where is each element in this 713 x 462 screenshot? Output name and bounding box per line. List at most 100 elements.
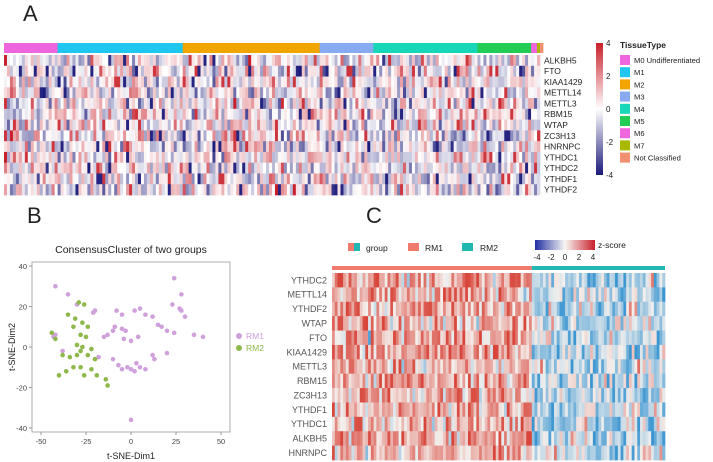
heatmap-cell: [495, 301, 499, 317]
heatmap-cell: [634, 445, 638, 461]
heatmap-cell: [465, 273, 469, 288]
heatmap-cell: [135, 119, 139, 131]
heatmap-cell: [346, 130, 350, 142]
heatmap-cell: [155, 65, 160, 77]
heatmap-cell: [188, 130, 192, 142]
zscore-tick-label: -4: [533, 253, 541, 262]
heatmap-cell: [203, 130, 207, 142]
heatmap-cell: [573, 402, 577, 418]
heatmap-cell: [509, 445, 513, 461]
heatmap-cell: [351, 431, 355, 446]
heatmap-cell: [126, 162, 130, 174]
heatmap-cell: [454, 301, 458, 317]
heatmap-cell: [322, 119, 326, 131]
heatmap-cell: [445, 301, 449, 317]
heatmap-cell: [354, 416, 358, 432]
heatmap-cell: [161, 55, 166, 67]
heatmap-cell: [473, 373, 477, 389]
heatmap-cell: [467, 416, 472, 432]
heatmap-cell: [319, 65, 323, 77]
heatmap-cell: [194, 151, 198, 164]
heatmap-cell: [245, 173, 249, 185]
heatmap-cell: [520, 445, 524, 461]
heatmap-cell: [182, 173, 186, 185]
heatmap-cell: [540, 273, 544, 288]
heatmap-cell: [411, 184, 416, 196]
panel-letter-b: B: [27, 203, 42, 228]
heatmap-cell: [359, 359, 363, 375]
heatmap-cell: [465, 151, 469, 164]
heatmap-cell: [438, 55, 443, 67]
heatmap-cell: [648, 445, 652, 461]
heatmap-cell: [292, 108, 297, 120]
heatmap-cell: [364, 151, 368, 164]
heatmap-cell: [501, 119, 505, 131]
legend-label-5: M5: [634, 117, 645, 126]
x-tick-label: -25: [81, 437, 92, 446]
heatmap-cell: [531, 87, 535, 99]
heatmap-cell: [9, 184, 14, 196]
heatmap-cell: [331, 130, 335, 142]
heatmap-cell: [138, 141, 142, 153]
heatmap-cell: [467, 301, 472, 317]
heatmap-cell: [465, 119, 469, 131]
heatmap-cell: [489, 119, 493, 131]
legend-label-0: M0 Undifferentiated: [634, 56, 700, 65]
heatmap-cell: [578, 445, 583, 461]
heatmap-cell: [501, 55, 505, 67]
heatmap-cell: [540, 316, 544, 331]
heatmap-cell: [301, 76, 306, 88]
heatmap-cell: [364, 173, 368, 185]
heatmap-cell: [435, 173, 440, 185]
heatmap-cell: [387, 344, 391, 360]
heatmap-cell: [606, 359, 610, 375]
heatmap-cell: [334, 108, 338, 120]
heatmap-cell: [138, 119, 142, 131]
heatmap-cell: [510, 87, 514, 99]
legend-label-8: Not Classified: [634, 154, 681, 163]
heatmap-cell: [135, 65, 139, 77]
heatmap-cell: [423, 402, 427, 418]
heatmap-cell: [367, 162, 371, 174]
heatmap-cell: [75, 173, 79, 185]
heatmap-cell: [531, 65, 535, 77]
heatmap-cell: [495, 98, 499, 110]
heatmap-cell: [319, 151, 323, 164]
heatmap-cell: [138, 130, 142, 142]
heatmap-cell: [269, 108, 273, 120]
heatmap-cell: [450, 98, 454, 110]
heatmap-cell: [230, 65, 234, 77]
heatmap-cell: [423, 445, 427, 461]
heatmap-cell: [301, 130, 306, 142]
heatmap-cell: [233, 141, 237, 153]
heatmap-cell: [48, 108, 52, 120]
tsne-scatter-plot: ConsensusCluster of two groups-50 -25 0 25 5…: [7, 244, 264, 461]
heatmap-cell: [401, 301, 405, 317]
heatmap-cell: [263, 76, 267, 88]
heatmap-cell: [623, 330, 627, 346]
heatmap-cell: [403, 108, 407, 120]
heatmap-cell: [99, 151, 103, 164]
heatmap-cell: [176, 65, 181, 77]
heatmap-cell: [236, 98, 240, 110]
heatmap-cell: [453, 76, 457, 88]
heatmap-cell: [212, 130, 216, 142]
heatmap-cell: [573, 287, 577, 303]
heatmap-cell: [595, 287, 599, 303]
heatmap-cell: [432, 184, 437, 196]
heatmap-cell: [545, 344, 549, 360]
heatmap-cell: [331, 141, 335, 153]
heatmap-cell: [498, 388, 502, 403]
heatmap-cell: [111, 173, 115, 185]
heatmap-cell: [445, 273, 449, 288]
heatmap-cell: [105, 130, 109, 142]
heatmap-cell: [280, 184, 285, 196]
heatmap-cell: [459, 301, 463, 317]
heatmap-cell: [540, 373, 544, 389]
heatmap-cell: [507, 55, 511, 67]
heatmap-cell: [337, 273, 341, 288]
heatmap-cell: [476, 316, 480, 331]
heatmap-cell: [453, 87, 457, 99]
heatmap-cell: [651, 273, 655, 288]
heatmap-cell: [495, 87, 499, 99]
